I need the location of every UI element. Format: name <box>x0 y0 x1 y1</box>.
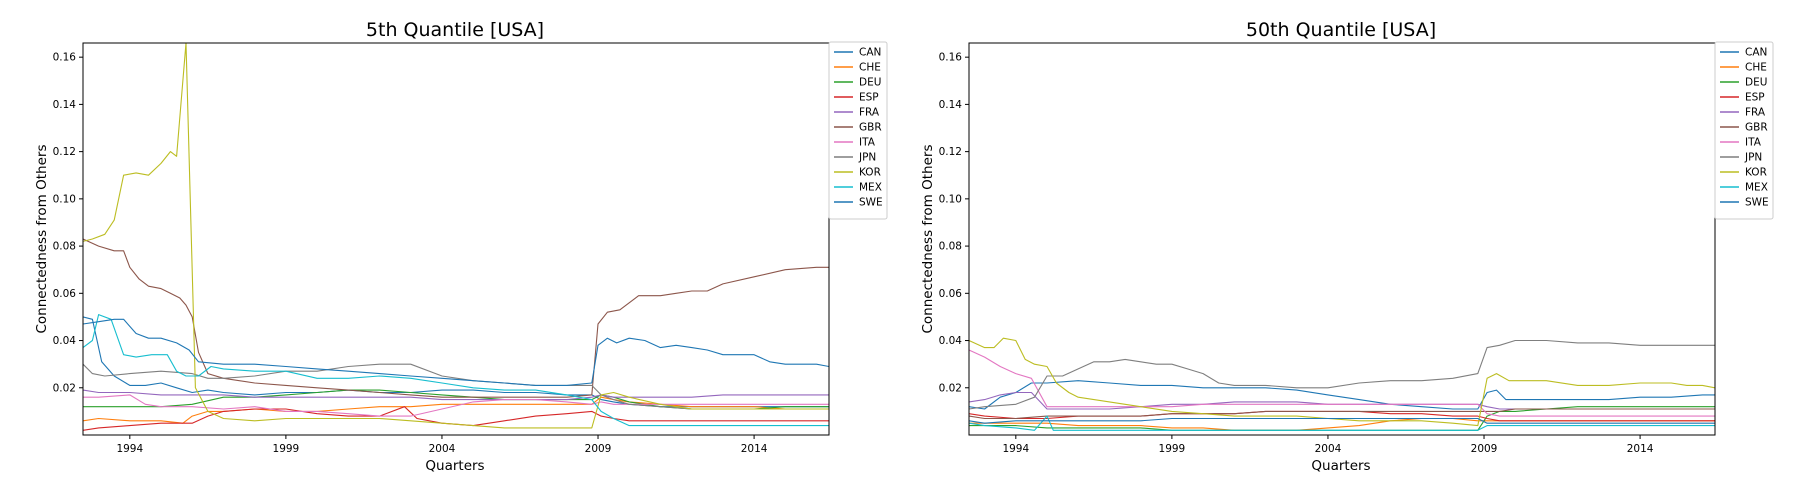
legend-label-mex: MEX <box>859 182 882 194</box>
x-tick-label: 1999 <box>1159 443 1186 455</box>
y-tick-label: 0.06 <box>53 288 77 300</box>
plot-frame <box>968 42 1716 436</box>
series-line-jpn <box>969 339 1715 410</box>
legend-label-gbr: GBR <box>859 122 882 134</box>
legend-label-deu: DEU <box>859 77 881 89</box>
y-tick-label: 0.02 <box>53 382 76 394</box>
series-line-gbr <box>83 238 829 398</box>
x-tick-label: 1999 <box>273 443 300 455</box>
legend-label-can: CAN <box>1745 47 1767 59</box>
chart-title: 50th Quantile [USA] <box>1246 19 1436 41</box>
legend: CAN CHE DEU ESP FRA GBR ITA JPN KOR MEX SWE <box>1714 41 1774 220</box>
legend-box <box>1714 41 1774 220</box>
y-tick-label: 0.12 <box>53 146 76 158</box>
legend-label-esp: ESP <box>859 92 879 104</box>
chart-panel-5th-quantile: 5th Quantile [USA] Quarters Connectednes… <box>34 19 888 474</box>
legend-label-jpn: JPN <box>858 152 876 164</box>
x-tick-label: 2004 <box>429 443 456 455</box>
legend-label-fra: FRA <box>1745 107 1766 119</box>
legend: CAN CHE DEU ESP FRA GBR ITA JPN KOR MEX SWE <box>828 41 888 220</box>
x-tick-label: 1994 <box>116 443 143 455</box>
legend-label-esp: ESP <box>1745 92 1765 104</box>
y-axis-label: Connectedness from Others <box>34 145 50 334</box>
y-tick-label: 0.04 <box>53 335 77 347</box>
x-tick-label: 2009 <box>585 443 612 455</box>
series-line-mex <box>83 314 829 427</box>
legend-label-deu: DEU <box>1745 77 1767 89</box>
legend-label-fra: FRA <box>859 107 880 119</box>
x-tick-label: 1994 <box>1002 443 1029 455</box>
series-line-ita <box>969 349 1715 417</box>
x-tick-label: 2009 <box>1471 443 1498 455</box>
y-tick-label: 0.08 <box>53 241 76 253</box>
chart-panel-50th-quantile: 50th Quantile [USA] Quarters Connectedne… <box>920 19 1774 474</box>
series-line-gbr <box>969 408 1715 420</box>
chart-title: 5th Quantile [USA] <box>366 19 544 41</box>
series-line-mex <box>969 415 1715 431</box>
series-line-che <box>83 396 829 424</box>
legend-box <box>828 41 888 220</box>
y-tick-label: 0.10 <box>939 193 962 205</box>
legend-label-ita: ITA <box>1745 137 1762 149</box>
y-tick-label: 0.16 <box>939 52 963 64</box>
series-line-swe <box>83 318 829 386</box>
x-tick-label: 2014 <box>741 443 768 455</box>
y-tick-label: 0.10 <box>53 193 76 205</box>
legend-label-swe: SWE <box>1745 197 1769 209</box>
legend-label-che: CHE <box>859 62 881 74</box>
legend-label-kor: KOR <box>859 167 881 179</box>
legend-label-gbr: GBR <box>1745 122 1768 134</box>
y-tick-label: 0.08 <box>939 241 962 253</box>
legend-label-kor: KOR <box>1745 167 1767 179</box>
series-line-can <box>969 380 1715 410</box>
legend-label-swe: SWE <box>859 197 883 209</box>
y-tick-label: 0.02 <box>939 382 962 394</box>
y-tick-label: 0.04 <box>939 335 963 347</box>
series-line-fra <box>83 389 829 401</box>
y-axis-label: Connectedness from Others <box>920 145 936 334</box>
legend-label-che: CHE <box>1745 62 1767 74</box>
legend-label-ita: ITA <box>859 137 876 149</box>
plot-frame <box>82 42 830 436</box>
y-tick-label: 0.06 <box>939 288 963 300</box>
x-tick-label: 2004 <box>1315 443 1342 455</box>
series-line-kor <box>83 43 829 429</box>
y-tick-label: 0.12 <box>939 146 962 158</box>
legend-label-can: CAN <box>859 47 881 59</box>
y-tick-label: 0.14 <box>939 99 963 111</box>
y-tick-label: 0.16 <box>53 52 77 64</box>
series-line-ita <box>83 394 829 417</box>
x-tick-label: 2014 <box>1627 443 1654 455</box>
y-tick-label: 0.14 <box>53 99 77 111</box>
x-axis-label: Quarters <box>425 458 484 474</box>
legend-label-jpn: JPN <box>1744 152 1762 164</box>
series-group <box>969 337 1715 431</box>
x-axis-label: Quarters <box>1311 458 1370 474</box>
legend-label-mex: MEX <box>1745 182 1768 194</box>
series-line-esp <box>83 406 829 431</box>
series-line-kor <box>969 337 1715 427</box>
series-group <box>83 43 829 431</box>
series-line-swe <box>969 417 1715 424</box>
